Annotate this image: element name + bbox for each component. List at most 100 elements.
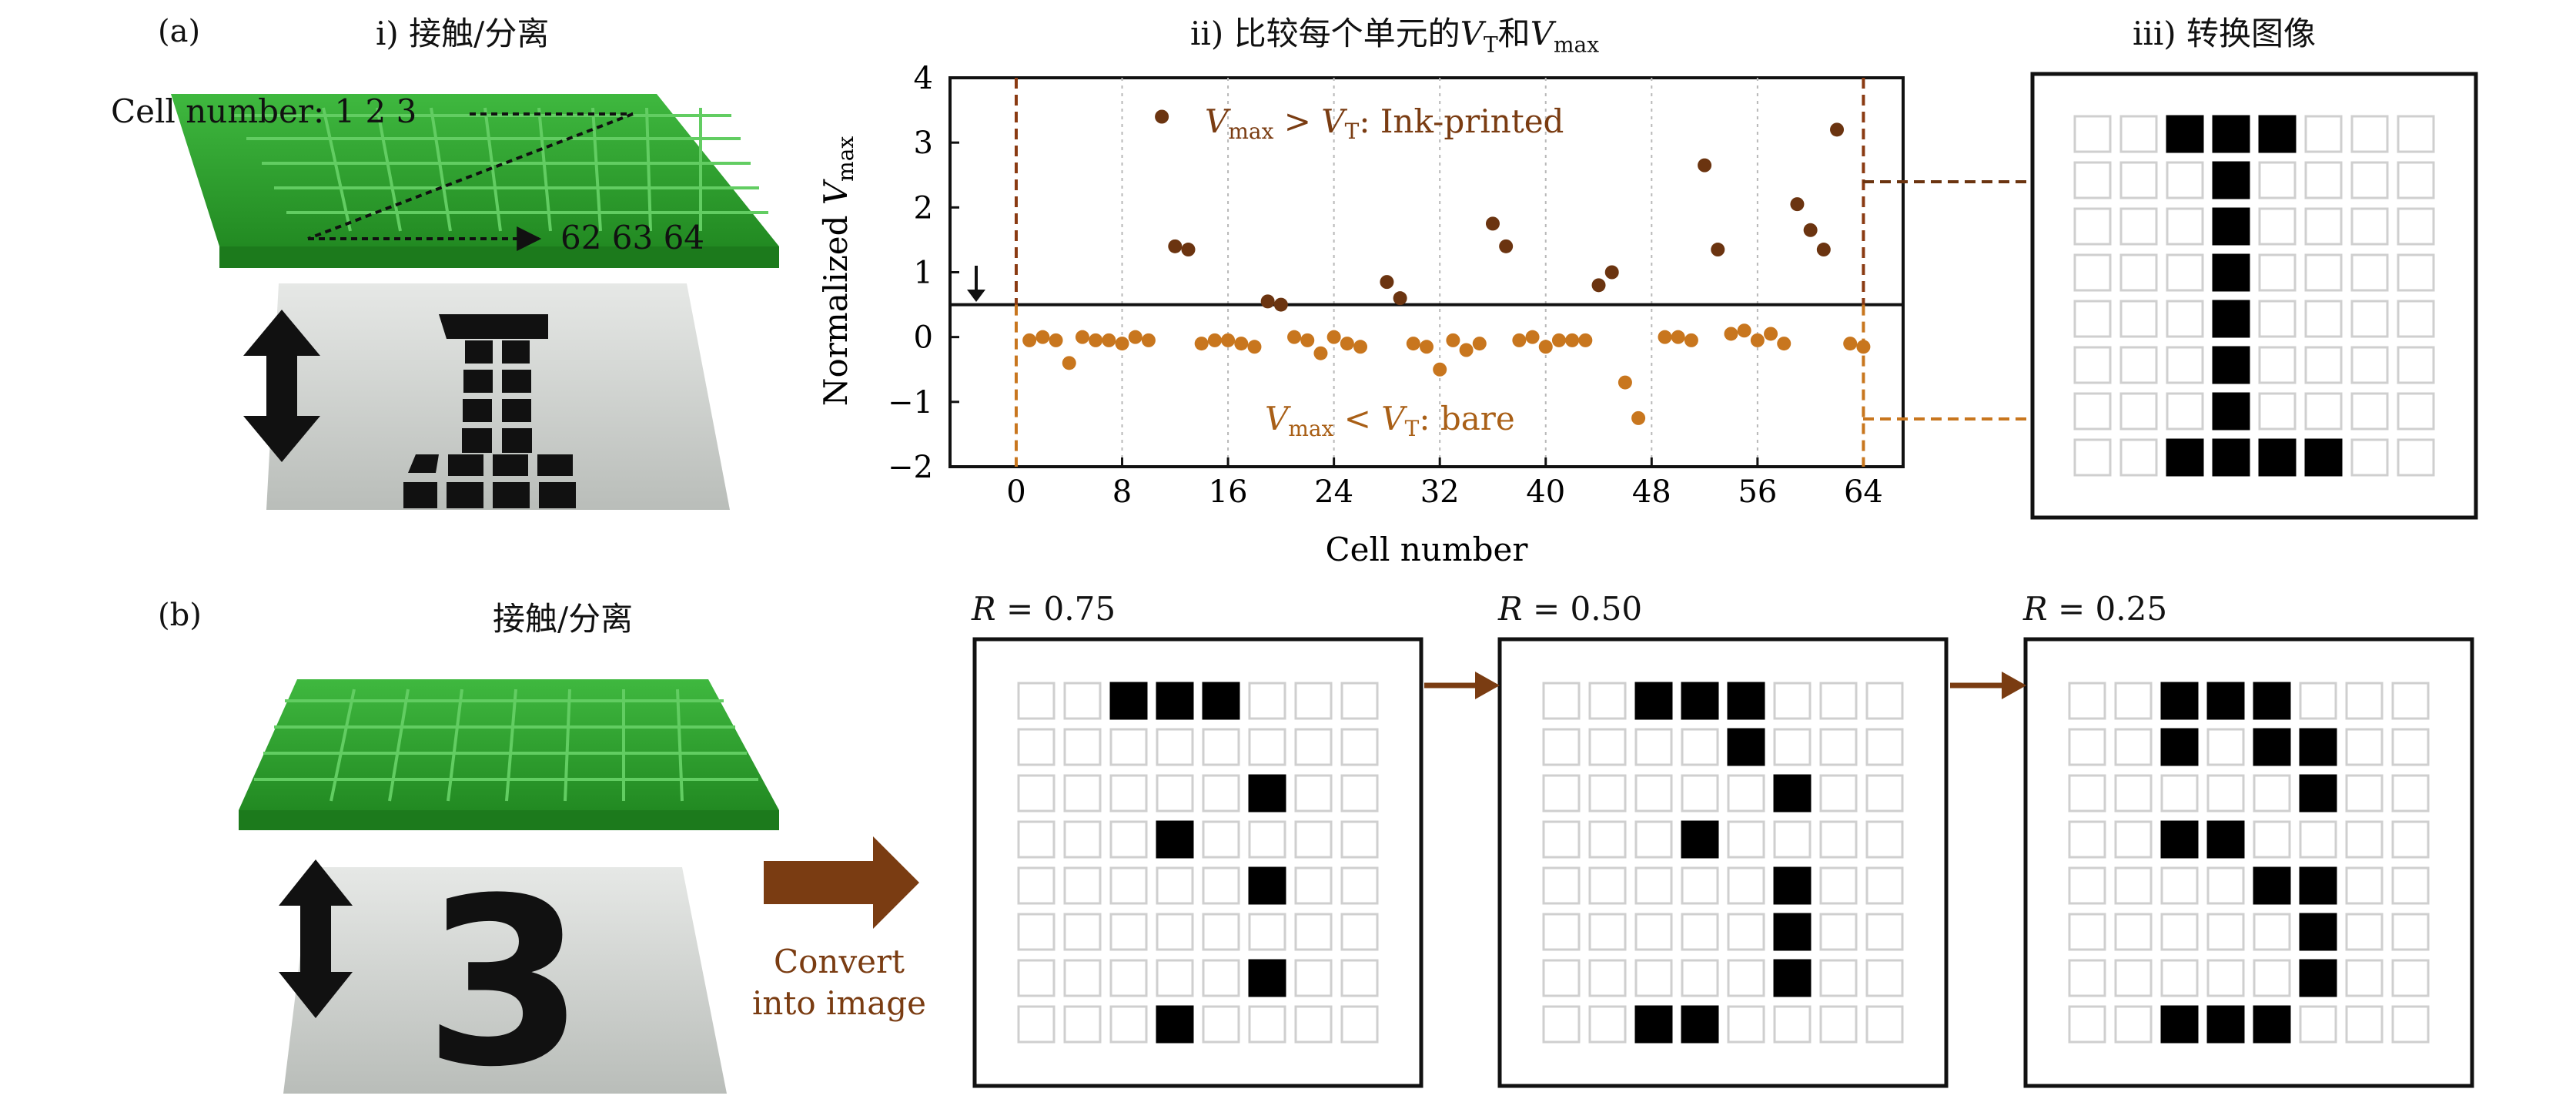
pixel-on xyxy=(2160,728,2199,766)
pixel-off xyxy=(1156,959,1194,997)
pixel-on xyxy=(1681,1005,1719,1044)
step2-vt: V xyxy=(1460,15,1484,52)
pixel-off xyxy=(2073,161,2112,199)
pixel-off xyxy=(2119,253,2158,292)
pixel-on xyxy=(2253,866,2291,905)
x-tick-label: 8 xyxy=(1112,474,1132,510)
pixel-off xyxy=(2345,774,2384,813)
pixel-off xyxy=(1865,820,1904,859)
pixel-off xyxy=(1063,774,1102,813)
data-point-bare xyxy=(1551,333,1566,347)
panel-b-label: (b) xyxy=(158,598,202,633)
pixel-off xyxy=(1017,820,1055,859)
sensor-cells xyxy=(231,107,768,232)
step2-vt-sub: T xyxy=(1483,32,1498,58)
pixel-on xyxy=(1773,959,1812,997)
pixel-off xyxy=(2119,438,2158,477)
pixel-off xyxy=(1294,959,1333,997)
pixel-off xyxy=(2299,1005,2337,1044)
pixel-off xyxy=(1634,866,1673,905)
pixel-on xyxy=(2212,300,2250,338)
device-illustration-a xyxy=(171,94,779,510)
pixel-off xyxy=(1681,774,1719,813)
pixel-off xyxy=(1156,913,1194,951)
pixel-on xyxy=(1727,728,1765,766)
pixel-off xyxy=(1294,682,1333,720)
pixel-off xyxy=(1681,959,1719,997)
cell-number-end-label: 62 63 64 xyxy=(560,219,705,256)
pixel-off xyxy=(1109,774,1148,813)
pixel-off xyxy=(1294,1005,1333,1044)
pixel-off xyxy=(1017,959,1055,997)
pixel-off xyxy=(1017,866,1055,905)
pixel-off xyxy=(2345,728,2384,766)
data-point-ink-printed xyxy=(1393,291,1407,306)
pixel-off xyxy=(1865,866,1904,905)
step3-title: iii) 转换图像 xyxy=(2133,15,2317,52)
data-point-bare xyxy=(1618,375,1632,390)
pixel-off xyxy=(1865,913,1904,951)
pixel-off xyxy=(1202,728,1240,766)
pixel-off xyxy=(2253,774,2291,813)
pixel-off xyxy=(1202,959,1240,997)
data-point-bare xyxy=(1446,333,1460,347)
pixel-off xyxy=(2299,820,2337,859)
pixel-off xyxy=(2258,161,2297,199)
pixel-off xyxy=(1819,913,1858,951)
pixel-off xyxy=(2166,392,2204,431)
pixel-off xyxy=(2391,866,2430,905)
pixel-off xyxy=(2304,161,2343,199)
pixel-off xyxy=(2350,300,2389,338)
pixel-on xyxy=(2253,682,2291,720)
pixel-off xyxy=(1727,959,1765,997)
data-point-bare xyxy=(1406,337,1420,351)
data-point-bare xyxy=(1141,333,1156,347)
pixel-off xyxy=(2073,300,2112,338)
scan-path-diagonal xyxy=(307,112,634,240)
data-point-bare xyxy=(1472,337,1487,351)
data-point-ink-printed xyxy=(1711,243,1725,257)
pixel-off xyxy=(1634,820,1673,859)
data-point-bare xyxy=(1287,330,1302,344)
pixel-off xyxy=(1727,820,1765,859)
pixel-off xyxy=(2206,728,2245,766)
x-tick-label: 16 xyxy=(1209,474,1248,510)
pixel-off xyxy=(2299,682,2337,720)
pixel-off xyxy=(2114,728,2153,766)
pixel-off xyxy=(1727,1005,1765,1044)
data-point-bare xyxy=(1102,333,1116,347)
pixel-off xyxy=(1340,728,1379,766)
image-grid-r025 xyxy=(2023,637,2474,1088)
pixel-off xyxy=(2119,300,2158,338)
data-point-bare xyxy=(1512,333,1527,347)
pixel-off xyxy=(2166,346,2204,384)
convert-label-line1: Convert xyxy=(773,943,905,980)
pixel-on xyxy=(2253,728,2291,766)
pixel-off xyxy=(1109,959,1148,997)
data-point-bare xyxy=(1022,333,1037,347)
pixel-off xyxy=(2206,866,2245,905)
device-illustration-b: 3 xyxy=(239,679,779,1099)
pixel-off xyxy=(2160,913,2199,951)
sensor-board-top-b xyxy=(239,679,779,810)
pixel-off xyxy=(1681,913,1719,951)
pixel-off xyxy=(2304,207,2343,246)
pixel-off xyxy=(2345,959,2384,997)
data-point-bare xyxy=(1340,337,1354,351)
pixel-off xyxy=(2345,1005,2384,1044)
pixel-off xyxy=(2206,913,2245,951)
pixel-on xyxy=(1248,774,1286,813)
pixel-off xyxy=(1063,728,1102,766)
pixel-on xyxy=(2160,1005,2199,1044)
pixel-off xyxy=(2166,300,2204,338)
pixel-off xyxy=(2397,346,2435,384)
progress-arrow-1 xyxy=(1424,672,1500,699)
x-tick-label: 64 xyxy=(1844,474,1883,510)
pixel-on xyxy=(2258,115,2297,153)
data-point-ink-printed xyxy=(1499,239,1514,253)
pixel-off xyxy=(1109,820,1148,859)
pixel-off xyxy=(1109,866,1148,905)
pixel-off xyxy=(2114,913,2153,951)
y-tick-label: −2 xyxy=(888,450,933,485)
